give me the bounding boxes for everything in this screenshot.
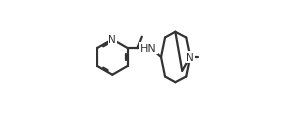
Text: N: N [108, 35, 116, 45]
Text: HN: HN [140, 44, 157, 54]
Text: N: N [186, 53, 194, 62]
